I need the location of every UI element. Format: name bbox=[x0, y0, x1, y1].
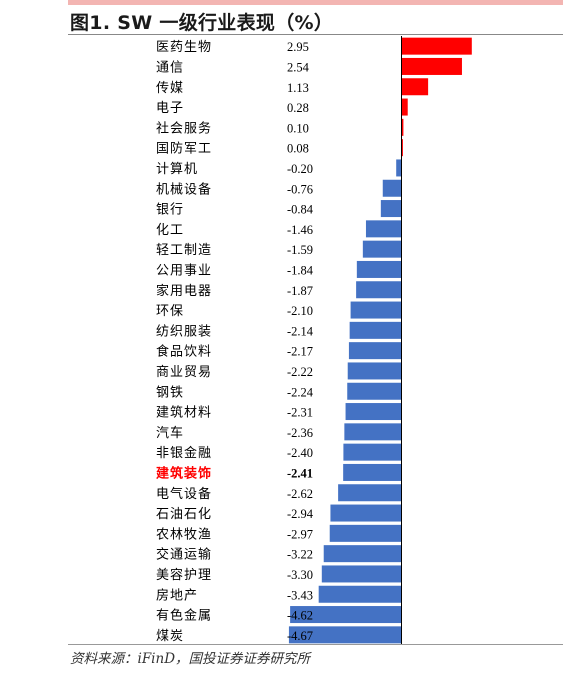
value-label: -2.36 bbox=[287, 426, 313, 440]
category-label: 有色金属 bbox=[156, 608, 212, 624]
bar bbox=[396, 159, 401, 177]
category-label: 医药生物 bbox=[156, 40, 212, 55]
bar bbox=[350, 301, 401, 319]
value-label: -3.30 bbox=[287, 568, 313, 582]
category-label: 家用电器 bbox=[156, 283, 212, 299]
value-label: -1.87 bbox=[287, 284, 313, 298]
category-label: 美容护理 bbox=[156, 567, 212, 583]
bar bbox=[401, 78, 429, 96]
value-label: -2.14 bbox=[287, 324, 314, 338]
value-label: -2.94 bbox=[287, 507, 314, 521]
source-note: 资料来源：iFinD，国投证券证券研究所 bbox=[70, 651, 311, 667]
category-label: 商业贸易 bbox=[156, 365, 212, 380]
category-label: 环保 bbox=[156, 304, 184, 319]
bar bbox=[382, 179, 401, 197]
category-label: 传媒 bbox=[156, 81, 184, 96]
bar bbox=[343, 443, 401, 461]
top-accent-rule bbox=[68, 0, 563, 5]
bar bbox=[348, 342, 401, 360]
bar bbox=[362, 240, 401, 258]
value-label: -2.31 bbox=[287, 406, 313, 420]
value-label: -2.62 bbox=[287, 487, 313, 501]
value-label: 2.95 bbox=[287, 40, 309, 54]
bar bbox=[356, 260, 401, 278]
value-label: 1.13 bbox=[287, 81, 309, 95]
category-label: 公用事业 bbox=[156, 263, 212, 278]
category-label: 电子 bbox=[156, 101, 184, 116]
bar bbox=[401, 118, 404, 136]
category-label: 电气设备 bbox=[156, 486, 212, 502]
value-label: -1.84 bbox=[287, 263, 314, 277]
value-label: -4.62 bbox=[287, 609, 313, 623]
category-label: 通信 bbox=[156, 60, 184, 75]
category-label: 非银金融 bbox=[156, 445, 212, 461]
value-label: 0.28 bbox=[287, 101, 309, 115]
category-label: 煤炭 bbox=[156, 629, 184, 644]
bar bbox=[323, 545, 401, 563]
figure-title: 图1. SW 一级行业表现（%） bbox=[70, 12, 334, 34]
category-label: 建筑装饰 bbox=[156, 465, 212, 481]
value-label: -1.59 bbox=[287, 243, 313, 257]
bar bbox=[288, 626, 401, 644]
bar bbox=[401, 57, 462, 75]
value-label: -2.40 bbox=[287, 446, 313, 460]
category-label: 社会服务 bbox=[156, 120, 212, 136]
value-label: -0.84 bbox=[287, 203, 314, 217]
value-label: -3.43 bbox=[287, 588, 313, 602]
category-label: 轻工制造 bbox=[156, 243, 212, 258]
category-label: 房地产 bbox=[156, 587, 198, 603]
bar bbox=[401, 37, 472, 55]
category-label: 食品饮料 bbox=[156, 344, 212, 360]
value-label: -3.22 bbox=[287, 548, 313, 562]
bar bbox=[290, 606, 401, 624]
value-label: -2.10 bbox=[287, 304, 313, 318]
bar bbox=[347, 362, 401, 380]
bar bbox=[380, 200, 401, 218]
category-label: 建筑材料 bbox=[156, 405, 212, 421]
value-label: -2.41 bbox=[287, 466, 313, 480]
category-label: 纺织服装 bbox=[156, 324, 212, 339]
category-label: 国防军工 bbox=[156, 141, 212, 157]
category-label: 钢铁 bbox=[156, 385, 184, 400]
value-label: 0.08 bbox=[287, 142, 309, 156]
bar bbox=[365, 220, 401, 238]
value-label: 0.10 bbox=[287, 121, 309, 135]
bar bbox=[329, 524, 401, 542]
category-label: 交通运输 bbox=[156, 547, 212, 563]
value-label: -0.20 bbox=[287, 162, 313, 176]
bar bbox=[347, 382, 401, 400]
value-label: -4.67 bbox=[287, 629, 313, 643]
bar bbox=[349, 321, 401, 339]
bar bbox=[330, 504, 401, 522]
category-label: 化工 bbox=[156, 223, 184, 238]
value-label: 2.54 bbox=[287, 60, 310, 74]
value-label: -2.24 bbox=[287, 385, 314, 399]
bar bbox=[344, 423, 401, 441]
value-label: -1.46 bbox=[287, 223, 313, 237]
category-label: 农林牧渔 bbox=[156, 527, 212, 542]
bar bbox=[343, 463, 401, 481]
bar bbox=[321, 565, 401, 583]
value-label: -2.17 bbox=[287, 345, 313, 359]
title-divider bbox=[68, 34, 563, 35]
category-label: 石油石化 bbox=[156, 507, 212, 522]
bar bbox=[356, 281, 401, 299]
category-label: 机械设备 bbox=[156, 181, 212, 197]
bar bbox=[338, 484, 401, 502]
bar bbox=[345, 403, 401, 421]
bar bbox=[318, 585, 401, 603]
category-label: 计算机 bbox=[156, 162, 198, 177]
value-label: -0.76 bbox=[287, 182, 313, 196]
value-label: -2.22 bbox=[287, 365, 313, 379]
cut-off-footer-text bbox=[280, 665, 284, 679]
value-label: -2.97 bbox=[287, 527, 313, 541]
bar bbox=[401, 98, 408, 116]
category-label: 汽车 bbox=[156, 425, 184, 441]
category-label: 银行 bbox=[156, 203, 184, 218]
